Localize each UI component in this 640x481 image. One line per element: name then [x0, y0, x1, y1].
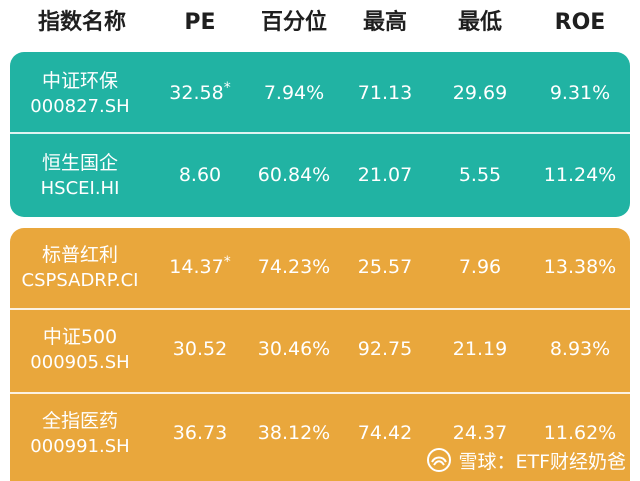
- index-group-orange: 标普红利 CSPSADRP.CI 14.37* 74.23% 25.57 7.9…: [10, 228, 630, 481]
- row-divider: [10, 392, 630, 394]
- table-header: 指数名称 PE 百分位 最高 最低 ROE: [0, 0, 640, 46]
- high-value: 21.07: [357, 164, 413, 186]
- percentile-value: 60.84%: [257, 164, 331, 186]
- low-value: 29.69: [452, 82, 508, 104]
- pe-asterisk: *: [223, 254, 231, 270]
- percentile-value: 38.12%: [257, 422, 331, 444]
- table-row[interactable]: 恒生国企 HSCEI.HI 8.60 60.84% 21.07 5.55 11.…: [10, 134, 630, 217]
- index-name: 全指医药: [41, 410, 118, 432]
- index-name: 中证500: [42, 326, 118, 348]
- high-value: 71.13: [357, 82, 413, 104]
- row-divider: [10, 132, 630, 134]
- table-row[interactable]: 中证环保 000827.SH 32.58* 7.94% 71.13 29.69 …: [10, 52, 630, 134]
- low-value: 21.19: [452, 338, 508, 360]
- index-code: 000827.SH: [30, 96, 130, 117]
- low-value: 7.96: [458, 256, 502, 278]
- row-divider: [10, 308, 630, 310]
- percentile-value: 7.94%: [263, 82, 325, 104]
- high-value: 92.75: [357, 338, 413, 360]
- watermark-text: 雪球：ETF财经奶爸: [458, 450, 626, 473]
- roe-value: 13.38%: [543, 256, 617, 278]
- header-low: 最低: [457, 10, 502, 35]
- header-roe: ROE: [554, 10, 606, 35]
- header-pe: PE: [184, 10, 216, 35]
- index-name: 标普红利: [41, 244, 118, 266]
- low-value: 24.37: [452, 422, 508, 444]
- high-value: 74.42: [357, 422, 413, 444]
- roe-value: 9.31%: [549, 82, 611, 104]
- index-code: 000905.SH: [30, 352, 130, 373]
- low-value: 5.55: [458, 164, 502, 186]
- header-percentile: 百分位: [260, 10, 327, 35]
- watermark: 雪球：ETF财经奶爸: [426, 447, 626, 473]
- high-value: 25.57: [357, 256, 413, 278]
- pe-value: 14.37*: [169, 254, 231, 278]
- percentile-value: 74.23%: [257, 256, 331, 278]
- header-index-name: 指数名称: [37, 10, 126, 35]
- snowball-logo-icon: [427, 448, 452, 472]
- roe-value: 11.24%: [543, 164, 617, 186]
- table-row[interactable]: 标普红利 CSPSADRP.CI 14.37* 74.23% 25.57 7.9…: [10, 228, 630, 310]
- index-code: HSCEI.HI: [40, 178, 120, 199]
- index-code: 000991.SH: [30, 436, 130, 457]
- pe-value: 32.58*: [169, 80, 231, 104]
- pe-value: 8.60: [178, 164, 222, 186]
- table-row[interactable]: 全指医药 000991.SH 36.73 38.12% 74.42 24.37 …: [10, 394, 630, 481]
- index-name: 中证环保: [41, 70, 118, 92]
- pe-asterisk: *: [223, 80, 231, 96]
- index-name: 恒生国企: [41, 152, 118, 174]
- index-group-teal: 中证环保 000827.SH 32.58* 7.94% 71.13 29.69 …: [10, 52, 630, 217]
- index-code: CSPSADRP.CI: [21, 270, 139, 291]
- header-high: 最高: [362, 10, 407, 35]
- percentile-value: 30.46%: [257, 338, 331, 360]
- roe-value: 8.93%: [549, 338, 611, 360]
- roe-value: 11.62%: [543, 422, 617, 444]
- table-row[interactable]: 中证500 000905.SH 30.52 30.46% 92.75 21.19…: [10, 310, 630, 394]
- pe-value: 36.73: [172, 422, 228, 444]
- pe-value: 30.52: [172, 338, 228, 360]
